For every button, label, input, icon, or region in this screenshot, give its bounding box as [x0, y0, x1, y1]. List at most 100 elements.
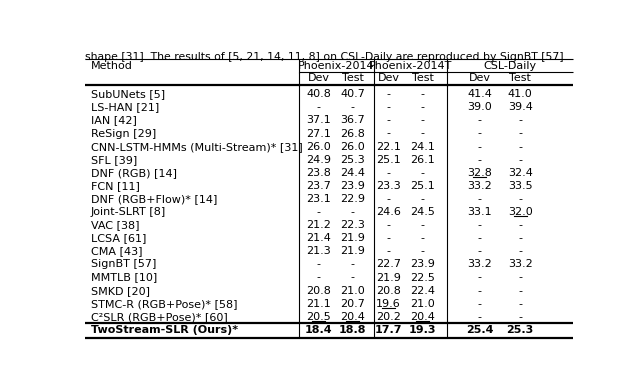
Text: 18.8: 18.8 [339, 325, 367, 335]
Text: -: - [420, 194, 424, 204]
Text: -: - [387, 168, 390, 178]
Text: -: - [478, 285, 482, 296]
Text: 39.4: 39.4 [508, 102, 532, 112]
Text: 23.7: 23.7 [307, 181, 331, 191]
Text: -: - [478, 312, 482, 322]
Text: MMTLB [10]: MMTLB [10] [91, 273, 157, 283]
Text: -: - [387, 194, 390, 204]
Text: 20.8: 20.8 [307, 285, 331, 296]
Text: 37.1: 37.1 [307, 115, 331, 126]
Text: 22.9: 22.9 [340, 194, 365, 204]
Text: -: - [317, 207, 321, 217]
Text: 18.4: 18.4 [305, 325, 333, 335]
Text: 24.9: 24.9 [306, 155, 332, 165]
Text: -: - [518, 285, 522, 296]
Text: -: - [518, 312, 522, 322]
Text: Test: Test [509, 74, 531, 84]
Text: 26.1: 26.1 [410, 155, 435, 165]
Text: -: - [478, 273, 482, 283]
Text: Test: Test [342, 74, 364, 84]
Text: C²SLR (RGB+Pose)* [60]: C²SLR (RGB+Pose)* [60] [91, 312, 228, 322]
Text: 20.2: 20.2 [376, 312, 401, 322]
Text: -: - [317, 273, 321, 283]
Text: 19.6: 19.6 [376, 299, 401, 309]
Text: 22.3: 22.3 [340, 220, 365, 230]
Text: FCN [11]: FCN [11] [91, 181, 140, 191]
Text: -: - [420, 129, 424, 138]
Text: -: - [387, 246, 390, 256]
Text: Method: Method [91, 61, 132, 71]
Text: -: - [317, 102, 321, 112]
Text: 33.2: 33.2 [468, 181, 492, 191]
Text: Dev: Dev [378, 74, 399, 84]
Text: -: - [478, 220, 482, 230]
Text: -: - [420, 168, 424, 178]
Text: 32.0: 32.0 [508, 207, 532, 217]
Text: STMC-R (RGB+Pose)* [58]: STMC-R (RGB+Pose)* [58] [91, 299, 237, 309]
Text: Joint-SLRT [8]: Joint-SLRT [8] [91, 207, 166, 217]
Text: 40.8: 40.8 [307, 89, 331, 99]
Text: 22.5: 22.5 [410, 273, 435, 283]
Text: Dev: Dev [469, 74, 491, 84]
Text: Phoenix-2014: Phoenix-2014 [298, 61, 375, 71]
Text: 26.0: 26.0 [307, 142, 331, 152]
Text: 19.3: 19.3 [409, 325, 436, 335]
Text: IAN [42]: IAN [42] [91, 115, 137, 126]
Text: 20.4: 20.4 [340, 312, 365, 322]
Text: 33.5: 33.5 [508, 181, 532, 191]
Text: DNF (RGB) [14]: DNF (RGB) [14] [91, 168, 177, 178]
Text: 23.9: 23.9 [410, 260, 435, 269]
Text: CSL-Daily: CSL-Daily [484, 61, 537, 71]
Text: TwoStream-SLR (Ours)*: TwoStream-SLR (Ours)* [91, 325, 238, 335]
Text: 21.2: 21.2 [307, 220, 331, 230]
Text: -: - [518, 246, 522, 256]
Text: 25.3: 25.3 [340, 155, 365, 165]
Text: 25.1: 25.1 [410, 181, 435, 191]
Text: -: - [518, 142, 522, 152]
Text: SMKD [20]: SMKD [20] [91, 285, 150, 296]
Text: -: - [420, 102, 424, 112]
Text: -: - [478, 246, 482, 256]
Text: 24.1: 24.1 [410, 142, 435, 152]
Text: -: - [387, 102, 390, 112]
Text: -: - [351, 207, 355, 217]
Text: -: - [518, 115, 522, 126]
Text: -: - [478, 142, 482, 152]
Text: SFL [39]: SFL [39] [91, 155, 137, 165]
Text: 24.5: 24.5 [410, 207, 435, 217]
Text: -: - [478, 233, 482, 243]
Text: 33.2: 33.2 [508, 260, 532, 269]
Text: -: - [518, 194, 522, 204]
Text: 20.8: 20.8 [376, 285, 401, 296]
Text: 20.4: 20.4 [410, 312, 435, 322]
Text: 21.3: 21.3 [307, 246, 331, 256]
Text: -: - [317, 260, 321, 269]
Text: 32.4: 32.4 [508, 168, 532, 178]
Text: 25.3: 25.3 [507, 325, 534, 335]
Text: 40.7: 40.7 [340, 89, 365, 99]
Text: 23.1: 23.1 [307, 194, 331, 204]
Text: -: - [387, 233, 390, 243]
Text: 21.0: 21.0 [340, 285, 365, 296]
Text: 26.8: 26.8 [340, 129, 365, 138]
Text: 39.0: 39.0 [468, 102, 492, 112]
Text: 22.4: 22.4 [410, 285, 435, 296]
Text: 24.4: 24.4 [340, 168, 365, 178]
Text: 22.7: 22.7 [376, 260, 401, 269]
Text: LS-HAN [21]: LS-HAN [21] [91, 102, 159, 112]
Text: -: - [518, 220, 522, 230]
Text: 25.1: 25.1 [376, 155, 401, 165]
Text: 23.9: 23.9 [340, 181, 365, 191]
Text: Test: Test [412, 74, 433, 84]
Text: -: - [420, 115, 424, 126]
Text: -: - [478, 194, 482, 204]
Text: 21.9: 21.9 [340, 233, 365, 243]
Text: -: - [478, 115, 482, 126]
Text: -: - [351, 273, 355, 283]
Text: VAC [38]: VAC [38] [91, 220, 140, 230]
Text: -: - [478, 155, 482, 165]
Text: 17.7: 17.7 [374, 325, 402, 335]
Text: -: - [351, 260, 355, 269]
Text: -: - [478, 129, 482, 138]
Text: -: - [351, 102, 355, 112]
